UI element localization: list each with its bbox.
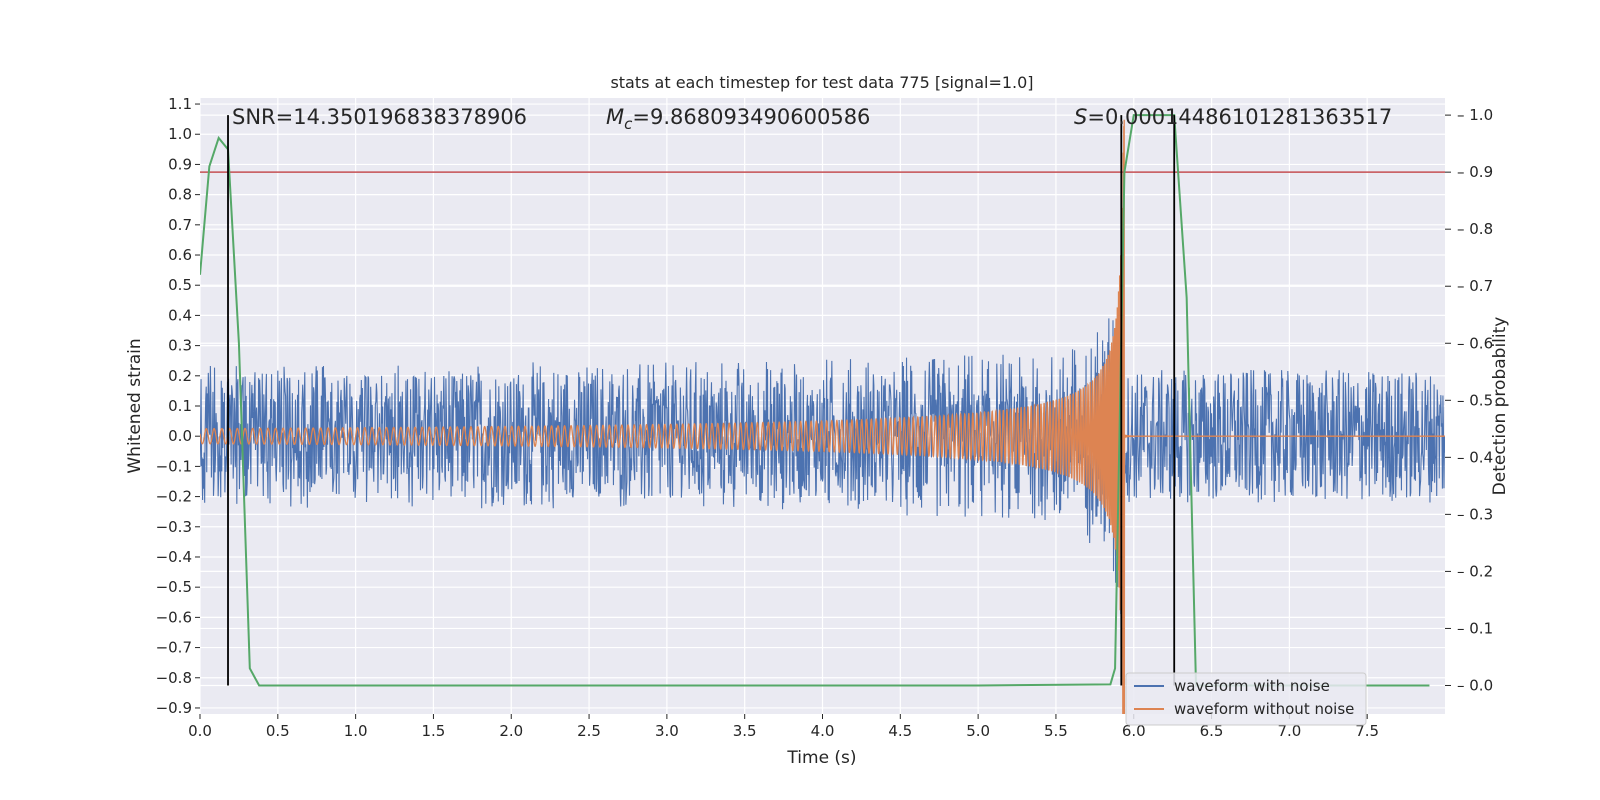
plot-area [200,114,1445,714]
x-tick-label: 0.5 [266,722,290,740]
chirp-mass-annotation: Mc=9.868093490600586 [606,105,870,133]
x-tick-label: 1.0 [344,722,368,740]
y-right-axis-ticks: – 1.0 – 0.9 – 0.8 – 0.7 – 0.6 – 0.5 – 0.4 – 0.3… [1445,106,1493,694]
legend-box [1125,672,1367,726]
chirp-mass-symbol: M [606,105,624,129]
y-left-tick-label: −0.8 [156,669,192,687]
y-left-tick-label: −0.2 [156,488,192,506]
chirp-mass-subscript: c [624,115,633,133]
x-tick-label: 4.5 [888,722,912,740]
legend-label-noisy: waveform with noise [1174,677,1330,695]
y-right-tick-label: – 0.5 [1457,391,1493,409]
x-tick-label: 7.0 [1277,722,1301,740]
x-tick-label: 1.5 [422,722,446,740]
y-left-tick-label: −0.3 [156,518,192,536]
x-tick-label: 4.0 [811,722,835,740]
y-left-axis-label: Whitened strain [125,338,145,473]
y-right-tick-label: – 0.7 [1457,277,1493,295]
series-noisy-waveform [200,307,1445,680]
x-axis-ticks: 0.0 0.5 1.0 1.5 2.0 2.5 3.0 3.5 4.0 4.5 5.0 5.5 6.0 6… [188,714,1379,740]
y-right-tick-label: – 0.1 [1457,619,1493,637]
s-symbol: S [1074,105,1087,129]
y-right-tick-label: – 0.2 [1457,562,1493,580]
y-left-tick-label: 0.6 [168,246,192,264]
x-tick-label: 5.5 [1044,722,1068,740]
x-tick-label: 5.0 [966,722,990,740]
s-value: =0.00014486101281363517 [1087,105,1392,129]
x-tick-label: 2.0 [499,722,523,740]
y-right-axis-label: Detection probability [1490,317,1510,496]
y-left-tick-label: 0.4 [168,306,192,324]
y-left-tick-label: −0.1 [156,457,192,475]
x-tick-label: 0.0 [188,722,212,740]
y-left-tick-label: −0.9 [156,699,192,717]
x-tick-label: 7.5 [1355,722,1379,740]
y-right-tick-label: – 0.8 [1457,220,1493,238]
y-left-tick-label: 0.1 [168,397,192,415]
x-tick-label: 2.5 [577,722,601,740]
y-right-tick-label: – 1.0 [1457,106,1493,124]
y-left-axis-ticks: 1.1 1.0 0.9 0.8 0.7 0.6 0.5 0.4 0.3 0.2 0.1 0.0 −0.1… [156,95,200,717]
x-tick-label: 6.5 [1200,722,1224,740]
y-left-tick-label: 0.8 [168,186,192,204]
chart-title: stats at each timestep for test data 775… [610,73,1033,92]
y-left-tick-label: 0.5 [168,276,192,294]
snr-annotation: SNR=14.350196838378906 [232,105,527,129]
y-left-tick-label: 0.0 [168,427,192,445]
y-right-tick-label: – 0.6 [1457,334,1493,352]
y-right-tick-label: – 0.0 [1457,676,1493,694]
y-left-tick-label: 0.7 [168,216,192,234]
y-right-tick-label: – 0.3 [1457,505,1493,523]
y-left-tick-label: 0.3 [168,337,192,355]
legend: waveform with noise waveform without noi… [1125,672,1367,726]
x-axis-label: Time (s) [786,748,856,768]
s-annotation: S=0.00014486101281363517 [1074,105,1392,129]
y-left-tick-label: 0.9 [168,155,192,173]
y-right-tick-label: – 0.9 [1457,163,1493,181]
y-left-tick-label: 1.1 [168,95,192,113]
series-detection-probability [200,114,1430,687]
chirp-mass-value: =9.868093490600586 [632,105,870,129]
y-left-tick-label: −0.5 [156,578,192,596]
x-tick-label: 3.0 [655,722,679,740]
y-left-tick-label: −0.6 [156,608,192,626]
series-clean-waveform [200,119,1445,714]
y-left-tick-label: 1.0 [168,125,192,143]
y-left-tick-label: −0.4 [156,548,192,566]
y-right-tick-label: – 0.4 [1457,448,1493,466]
x-tick-label: 6.0 [1122,722,1146,740]
legend-label-clean: waveform without noise [1174,700,1354,718]
y-left-tick-label: −0.7 [156,639,192,657]
y-left-tick-label: 0.2 [168,367,192,385]
x-tick-label: 3.5 [733,722,757,740]
